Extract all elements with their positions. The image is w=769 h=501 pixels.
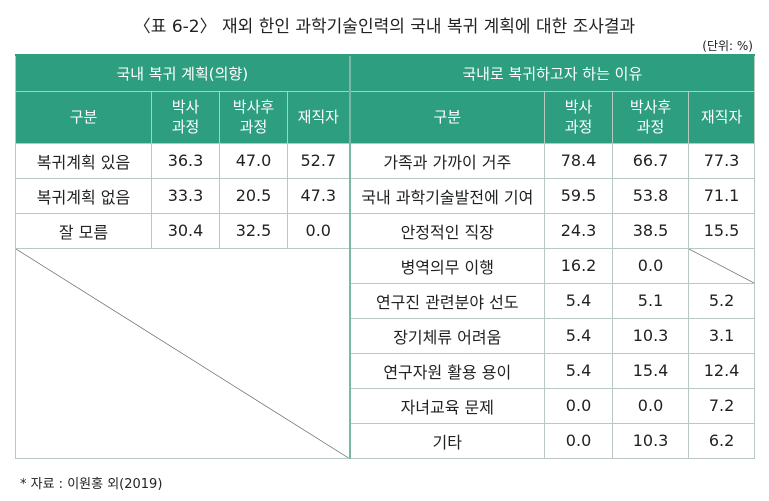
- table-title: 〈표 6-2〉 재외 한인 과학기술인력의 국내 복귀 계획에 대한 조사결과: [133, 17, 636, 37]
- left-cell: 36.3: [151, 142, 220, 179]
- left-row-label: 복귀계획 있음: [15, 142, 152, 179]
- table-row: 복귀계획 있음 36.3 47.0 52.7 가족과 가까이 거주 78.4 6…: [15, 142, 756, 179]
- left-cell: 33.3: [151, 177, 220, 214]
- unit-label: (단위: %): [702, 39, 753, 53]
- left-cell: 47.0: [219, 142, 288, 179]
- right-cell: 0.0: [544, 387, 614, 424]
- left-row-label: 잘 모름: [15, 212, 152, 249]
- right-cell: 38.5: [612, 212, 690, 249]
- right-cell: 12.4: [688, 352, 756, 389]
- survey-table: 국내 복귀 계획(의향) 국내로 복귀하고자 하는 이유 구분 박사 과정 박사…: [14, 54, 756, 459]
- right-cell: 24.3: [544, 212, 614, 249]
- table-row: 연구진 관련분야 선도 5.4 5.1 5.2: [16, 282, 756, 319]
- right-row-label: 자녀교육 문제: [348, 387, 546, 424]
- table-row: 잘 모름 30.4 32.5 0.0 안정적인 직장 24.3 38.5 15.…: [15, 212, 756, 249]
- right-cell: 15.4: [612, 352, 690, 389]
- right-row-label: 기타: [348, 422, 546, 459]
- right-cell: 10.3: [612, 317, 690, 354]
- left-header-postdoc: 박사후 과정: [219, 90, 288, 144]
- right-cell: 15.5: [688, 212, 756, 249]
- table-row: 자녀교육 문제 0.0 0.0 7.2: [16, 387, 756, 424]
- diagonal-slash: [689, 249, 754, 283]
- right-header-phd-text: 박사 과정: [564, 98, 593, 136]
- left-cell: 20.5: [219, 177, 288, 214]
- right-header-phd: 박사 과정: [544, 90, 614, 144]
- left-cell: 47.3: [286, 177, 351, 214]
- right-cell: 78.4: [544, 142, 614, 179]
- right-row-label: 연구자원 활용 용이: [348, 352, 546, 389]
- table-row: 병역의무 이행 16.2 0.0: [14, 247, 756, 459]
- left-header-postdoc-text: 박사후 과정: [232, 98, 275, 136]
- right-cell: 77.3: [688, 142, 756, 179]
- left-header-phd: 박사 과정: [151, 90, 220, 144]
- right-row-label: 연구진 관련분야 선도: [348, 282, 546, 319]
- right-cell: 71.1: [688, 177, 756, 214]
- right-header-employed: 재직자: [688, 90, 756, 144]
- right-cell: 66.7: [612, 142, 690, 179]
- table-row: 복귀계획 없음 33.3 20.5 47.3 국내 과학기술발전에 기여 59.…: [15, 177, 756, 214]
- right-cell: 53.8: [612, 177, 690, 214]
- right-row-label: 안정적인 직장: [348, 212, 546, 249]
- left-cell: 0.0: [286, 212, 351, 249]
- right-cell: 10.3: [612, 422, 690, 459]
- left-header-phd-text: 박사 과정: [171, 98, 200, 136]
- right-cell: 5.4: [544, 317, 614, 354]
- right-cell: 5.4: [544, 282, 614, 319]
- table-row: 연구자원 활용 용이 5.4 15.4 12.4: [16, 352, 756, 389]
- right-cell: 7.2: [688, 387, 756, 424]
- table-row: 기타 0.0 10.3 6.2: [16, 422, 756, 459]
- right-row-label: 병역의무 이행: [348, 247, 546, 284]
- diagonal-slash: [16, 249, 349, 458]
- right-cell: 5.2: [688, 282, 756, 319]
- right-cell: 0.0: [544, 422, 614, 459]
- right-row-label: 국내 과학기술발전에 기여: [348, 177, 546, 214]
- right-cell: 5.1: [612, 282, 690, 319]
- right-cell: 16.2: [544, 247, 614, 284]
- left-group-header: 국내 복귀 계획(의향): [14, 54, 351, 92]
- source-footnote: * 자료 : 이원홍 외(2019): [20, 477, 163, 492]
- left-cell: 32.5: [219, 212, 288, 249]
- right-cell: 0.0: [612, 387, 690, 424]
- left-cell: 52.7: [286, 142, 351, 179]
- left-cell: 30.4: [151, 212, 220, 249]
- right-row-label: 장기체류 어려움: [348, 317, 546, 354]
- left-empty-region: [14, 247, 351, 459]
- right-cell: 3.1: [688, 317, 756, 354]
- right-cell: 6.2: [688, 422, 756, 459]
- right-cell: 0.0: [612, 247, 690, 284]
- right-header-postdoc-text: 박사후 과정: [629, 98, 672, 136]
- table-row: 장기체류 어려움 5.4 10.3 3.1: [16, 317, 756, 354]
- left-row-label: 복귀계획 없음: [15, 177, 152, 214]
- right-header-category: 구분: [348, 90, 546, 144]
- left-header-employed: 재직자: [286, 90, 351, 144]
- right-cell: 5.4: [544, 352, 614, 389]
- right-header-postdoc: 박사후 과정: [612, 90, 690, 144]
- right-group-header: 국내로 복귀하고자 하는 이유: [348, 54, 756, 92]
- right-cell: 59.5: [544, 177, 614, 214]
- left-header-category: 구분: [15, 90, 152, 144]
- right-empty-cell: [688, 247, 756, 284]
- right-row-label: 가족과 가까이 거주: [348, 142, 546, 179]
